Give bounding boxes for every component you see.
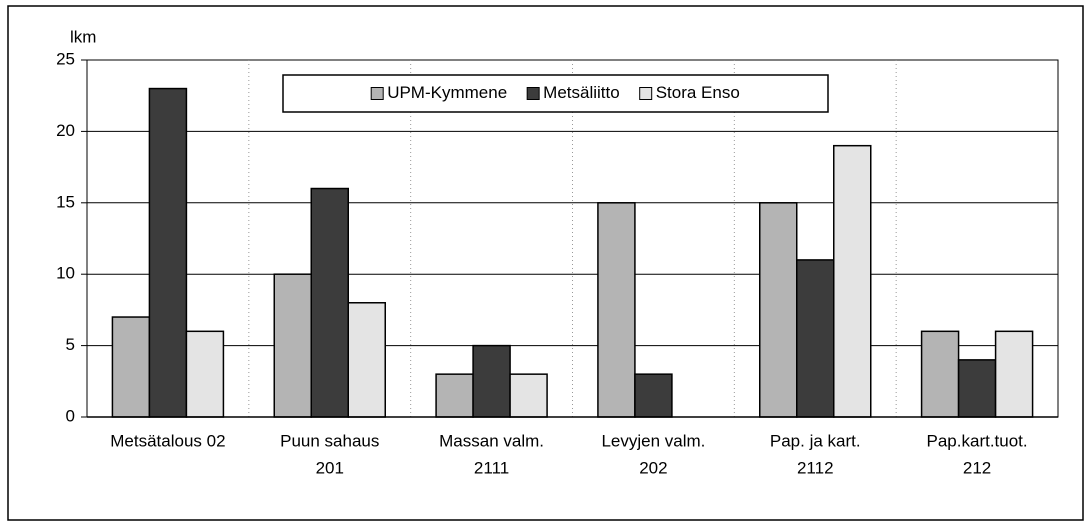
bar (796, 259, 835, 418)
bar (957, 359, 997, 418)
bar (920, 330, 960, 418)
bar (634, 373, 673, 418)
bar (509, 373, 548, 418)
x-tick-label: Pap.kart.tuot. (927, 431, 1028, 450)
y-axis-label: lkm (70, 27, 96, 46)
x-tick-label: 201 (316, 458, 344, 477)
bar (273, 273, 312, 418)
bar (472, 344, 511, 418)
legend-label: Metsäliitto (543, 83, 620, 102)
bar (111, 316, 151, 418)
y-tick-label: 25 (56, 49, 75, 68)
x-tick-label: 202 (639, 458, 667, 477)
bar (310, 187, 349, 418)
x-tick-label: 2111 (474, 458, 509, 477)
plot-area (86, 59, 1059, 418)
x-tick-label: Puun sahaus (280, 431, 379, 450)
y-tick-label: 15 (56, 192, 75, 211)
legend-label: Stora Enso (656, 83, 740, 102)
legend-swatch (370, 87, 384, 100)
x-tick-label: 212 (963, 458, 991, 477)
bar (435, 373, 474, 418)
x-tick-label: 2112 (797, 458, 834, 477)
bar (185, 330, 225, 418)
legend-swatch (639, 87, 653, 100)
x-tick-label: Metsätalous 02 (110, 431, 225, 450)
bar (759, 202, 798, 418)
x-tick-label: Levyjen valm. (601, 431, 705, 450)
bar (148, 87, 188, 418)
y-tick-label: 10 (56, 264, 75, 283)
y-tick-label: 5 (66, 335, 75, 354)
legend-swatch (526, 87, 540, 100)
bar (347, 302, 386, 418)
x-tick-label: Pap. ja kart. (770, 431, 861, 450)
bar (994, 330, 1034, 418)
legend-label: UPM-Kymmene (387, 83, 507, 102)
y-tick-label: 20 (56, 121, 75, 140)
x-tick-label: Massan valm. (439, 431, 544, 450)
bar (833, 144, 872, 418)
bar (597, 202, 636, 418)
y-tick-label: 0 (66, 406, 75, 425)
